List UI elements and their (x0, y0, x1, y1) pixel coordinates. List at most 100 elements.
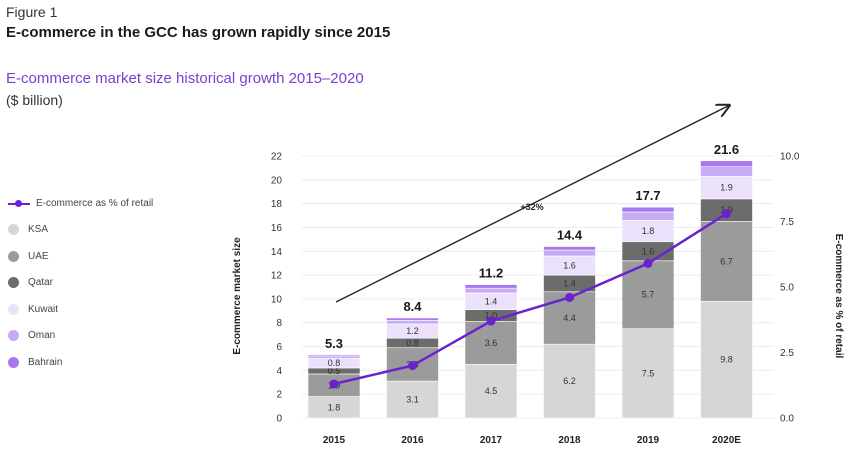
legend-item-qatar: Qatar (8, 270, 153, 297)
retail-share-point (722, 209, 731, 219)
growth-arrow (335, 106, 728, 303)
segment-value-label: 4.4 (563, 313, 576, 323)
y-tick-label: 2 (276, 390, 282, 401)
circle-swatch-icon (8, 277, 19, 289)
segment-value-label: 1.6 (563, 261, 576, 271)
figure-label: Figure 1 (6, 4, 58, 20)
circle-swatch-icon (8, 250, 19, 262)
legend-label: Kuwait (28, 303, 59, 315)
retail-share-point (643, 258, 653, 268)
chart-title: E-commerce market size historical growth… (6, 70, 364, 87)
legend-item-ksa: KSA (8, 217, 153, 244)
bar-segment-ksa (700, 300, 753, 419)
x-tick-label: 2015 (323, 435, 346, 446)
segment-value-label: 1.2 (406, 326, 419, 336)
bar-total-label: 14.4 (557, 228, 583, 243)
figure-title: E-commerce in the GCC has grown rapidly … (6, 24, 391, 41)
bar-segment-bahrain (464, 284, 518, 289)
bar-segment-uae (621, 260, 675, 329)
bar-segment-bahrain (307, 354, 361, 357)
x-tick-label: 2019 (637, 435, 660, 446)
y-tick-label: 6 (276, 342, 282, 353)
circle-swatch-icon (8, 224, 19, 236)
bar-segment-oman (543, 249, 596, 257)
retail-share-point (486, 316, 496, 326)
y-axis-title: E-commerce market size (232, 237, 243, 355)
segment-value-label: 1.8 (328, 402, 341, 412)
x-tick-label: 2017 (480, 435, 503, 446)
segment-value-label: 0.8 (328, 358, 341, 368)
x-tick-label: 2018 (558, 435, 581, 446)
retail-share-point (565, 292, 574, 302)
legend-item-bahrain: Bahrain (8, 349, 153, 376)
bar-total-label: 21.6 (714, 142, 739, 157)
y2-tick-label: 10.0 (780, 152, 800, 163)
circle-swatch-icon (8, 356, 19, 368)
bar-segment-ksa (621, 328, 675, 419)
y-tick-label: 4 (276, 366, 282, 377)
y-tick-label: 10 (271, 294, 283, 305)
x-tick-label: 2016 (401, 435, 424, 446)
legend-item-kuwait: Kuwait (8, 296, 153, 323)
legend-label: KSA (28, 224, 49, 236)
segment-value-label: 1.9 (720, 183, 733, 193)
bar-segment-bahrain (700, 160, 753, 168)
bar-segment-bahrain (621, 206, 675, 213)
bar-total-label: 17.7 (635, 188, 660, 203)
segment-value-label: 4.5 (485, 386, 498, 396)
chart-unit: ($ billion) (6, 92, 63, 108)
segment-value-label: 1.0 (485, 311, 498, 321)
legend-item-uae: UAE (8, 243, 153, 270)
legend-item-oman: Oman (8, 323, 153, 350)
bar-segment-oman (621, 211, 675, 221)
legend-item-line: E-commerce as % of retail (8, 190, 153, 217)
bar-segment-bahrain (543, 246, 596, 251)
y-tick-label: 22 (271, 152, 283, 163)
y2-tick-label: 0.0 (780, 414, 794, 425)
segment-value-label: 3.1 (406, 395, 419, 405)
bar-segment-ksa (386, 380, 439, 419)
bar-segment-oman (464, 287, 518, 294)
y-tick-label: 14 (271, 247, 283, 258)
segment-value-label: 0.8 (406, 338, 419, 348)
segment-value-label: 9.8 (720, 355, 733, 365)
bar-segment-ksa (543, 343, 596, 419)
segment-value-label: 3.6 (485, 338, 498, 348)
bar-segment-uae (464, 321, 518, 365)
bar-segment-ksa (464, 364, 518, 419)
y2-tick-label: 7.5 (780, 217, 794, 228)
legend: E-commerce as % of retail KSA UAE Qatar … (8, 190, 153, 376)
bar-segment-bahrain (386, 317, 439, 321)
segment-value-label: 1.4 (485, 296, 498, 306)
bar-segment-oman (307, 355, 361, 359)
legend-label: Oman (28, 330, 56, 342)
y-tick-label: 18 (271, 199, 283, 210)
segment-value-label: 6.7 (720, 256, 733, 266)
x-tick-label: 2020E (712, 435, 741, 446)
line-marker-icon (8, 198, 30, 209)
segment-value-label: 1.6 (642, 246, 655, 256)
bar-total-label: 11.2 (479, 266, 504, 281)
y-tick-label: 0 (276, 414, 282, 425)
circle-swatch-icon (8, 303, 19, 315)
y2-tick-label: 5.0 (780, 283, 794, 294)
y-tick-label: 20 (271, 175, 283, 186)
retail-share-point (329, 379, 339, 389)
circle-swatch-icon (8, 330, 19, 342)
segment-value-label: 6.2 (563, 376, 576, 386)
retail-share-point (408, 361, 417, 371)
legend-label: UAE (28, 250, 49, 262)
segment-value-label: 0.5 (328, 366, 341, 376)
bar-segment-uae (700, 221, 753, 302)
growth-annotation: +32% (520, 202, 543, 212)
legend-label: Qatar (28, 277, 54, 289)
bar-segment-oman (386, 320, 439, 325)
segment-value-label: 1.4 (563, 278, 576, 288)
legend-label: E-commerce as % of retail (36, 197, 154, 209)
bar-segment-oman (700, 166, 753, 177)
y-tick-label: 16 (271, 223, 283, 234)
legend-label: Bahrain (28, 356, 63, 368)
y-tick-label: 8 (276, 318, 282, 329)
y-tick-label: 12 (271, 271, 283, 282)
